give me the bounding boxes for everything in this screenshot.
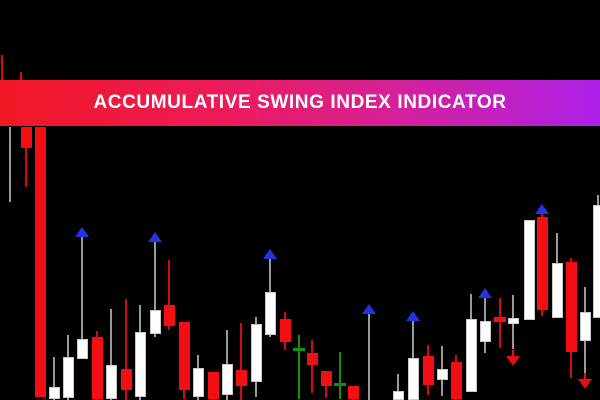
candle-wick xyxy=(168,260,170,330)
candle-wick xyxy=(110,309,112,400)
bull-candle-body xyxy=(593,205,600,318)
bull-candle-body xyxy=(49,387,60,399)
candle-wick xyxy=(339,352,341,399)
bear-candle-body xyxy=(280,319,291,342)
bear-candle-body xyxy=(321,371,332,386)
bear-candle-body xyxy=(236,370,247,386)
bull-candle-body xyxy=(193,368,204,397)
candle-wick xyxy=(9,127,11,202)
bear-candle-body xyxy=(566,262,577,352)
bull-candle-body xyxy=(63,357,74,398)
candle-wick xyxy=(25,127,27,187)
bear-candle-body xyxy=(307,353,318,365)
candle-wick xyxy=(154,242,156,337)
candle-wick xyxy=(368,314,370,400)
up-arrow-icon xyxy=(535,204,549,214)
doji-cross-bar xyxy=(494,317,506,322)
bear-candle-body xyxy=(537,217,548,310)
candle-wick xyxy=(240,323,242,400)
down-arrow-shaft xyxy=(512,350,514,358)
down-arrow-icon xyxy=(578,379,592,389)
candle-wick xyxy=(125,299,127,400)
bear-candle-body xyxy=(164,305,175,326)
bull-candle-body xyxy=(480,321,491,342)
bear-candle-body xyxy=(208,372,219,399)
doji-cross-bar xyxy=(293,348,305,351)
bull-candle-body xyxy=(222,364,233,395)
candle-wick xyxy=(397,374,399,400)
bull-candle-body xyxy=(466,319,477,392)
bull-candle-body xyxy=(393,391,404,400)
bull-candle-body xyxy=(437,369,448,380)
candle-wick xyxy=(81,237,83,359)
bull-candle-body xyxy=(580,312,591,341)
up-arrow-icon xyxy=(406,311,420,321)
up-arrow-icon xyxy=(478,288,492,298)
bull-candle-body xyxy=(77,339,88,359)
up-arrow-icon xyxy=(263,249,277,259)
page-title: ACCUMULATIVE SWING INDEX INDICATOR xyxy=(93,92,507,113)
candle-wick xyxy=(1,55,3,80)
down-arrow-icon xyxy=(506,356,520,366)
doji-cross-bar xyxy=(334,383,346,386)
down-arrow-shaft xyxy=(584,373,586,381)
bull-candle-body xyxy=(150,310,161,334)
candle-wick xyxy=(298,335,300,399)
bear-candle-body xyxy=(348,386,359,399)
bear-candle-body xyxy=(121,369,132,390)
candle-wick xyxy=(20,72,22,80)
up-arrow-icon xyxy=(362,304,376,314)
bear-candle-body xyxy=(21,127,32,148)
bear-candle-body xyxy=(451,362,462,399)
up-arrow-icon xyxy=(148,232,162,242)
candle-wick xyxy=(499,298,501,348)
bull-candle-body xyxy=(508,318,519,324)
bull-candle-body xyxy=(135,332,146,397)
title-banner: ACCUMULATIVE SWING INDEX INDICATOR xyxy=(0,80,600,126)
bull-candle-body xyxy=(552,263,563,318)
bull-candle-body xyxy=(251,324,262,382)
up-arrow-icon xyxy=(75,227,89,237)
bear-candle-body xyxy=(92,337,103,399)
candle-wick xyxy=(53,357,55,400)
bull-candle-body xyxy=(265,292,276,335)
candle-wick xyxy=(311,340,313,393)
bear-candle-body xyxy=(35,127,46,397)
bull-candle-body xyxy=(106,365,117,399)
bear-candle-body xyxy=(179,322,190,390)
bear-candle-body xyxy=(423,356,434,385)
bull-candle-body xyxy=(524,220,535,320)
bull-candle-body xyxy=(408,358,419,400)
